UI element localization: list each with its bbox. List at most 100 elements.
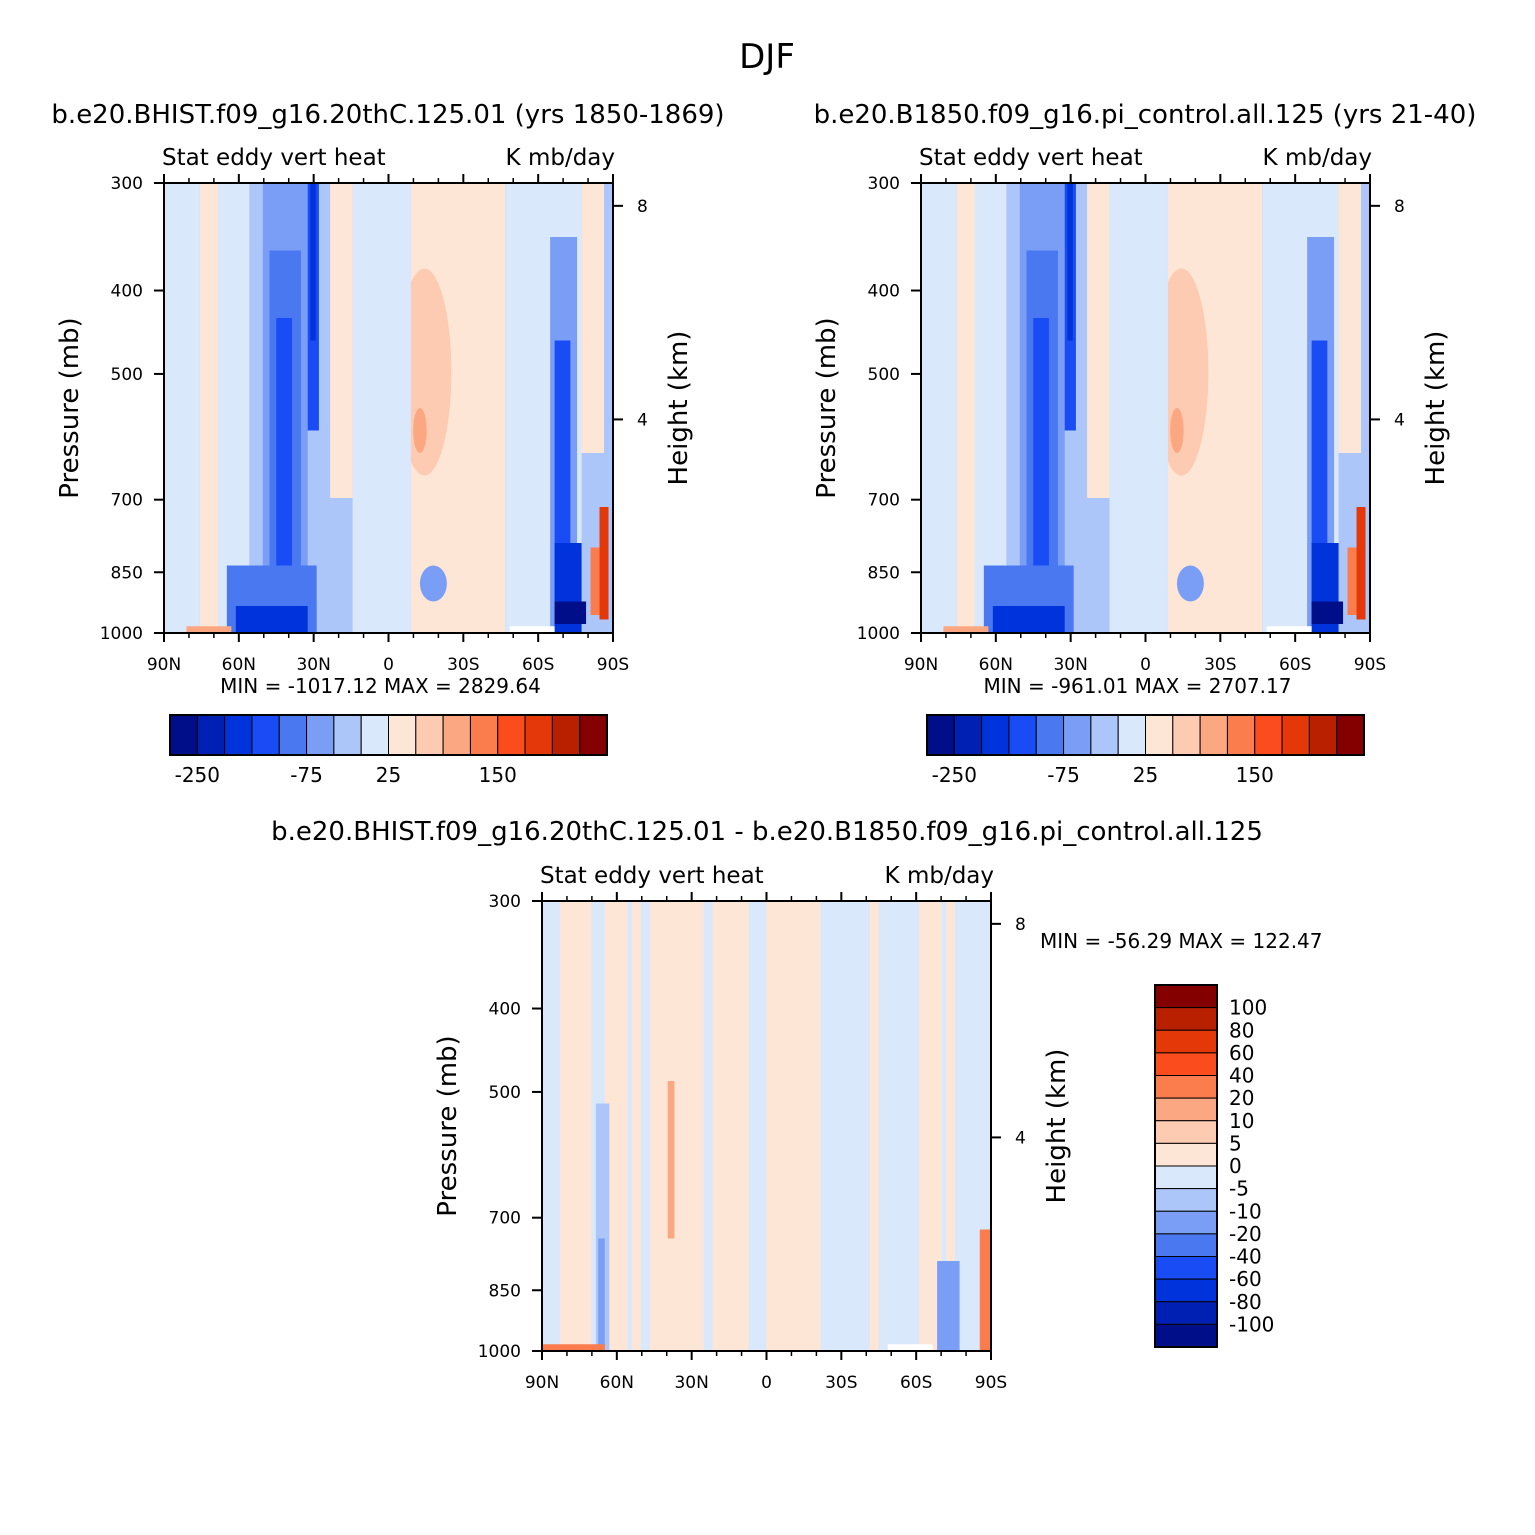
colorbar-swatch bbox=[981, 714, 1010, 756]
colorbar-label: 20 bbox=[1229, 1086, 1254, 1110]
y-tick-label: 500 bbox=[489, 1083, 521, 1103]
colorbar-swatch bbox=[1308, 714, 1338, 756]
panel-title: b.e20.BHIST.f09_g16.20thC.125.01 - b.e20… bbox=[271, 817, 1263, 847]
y-tick-label: 1000 bbox=[100, 624, 143, 644]
y-tick-label: 700 bbox=[489, 1209, 521, 1229]
band-pos bbox=[979, 1229, 991, 1351]
colorbar-swatch bbox=[1154, 1233, 1218, 1257]
colorbar-swatch bbox=[442, 714, 471, 756]
panel-control: b.e20.B1850.f09_g16.pi_control.all.125 (… bbox=[812, 100, 1476, 787]
y-tick-label: 1000 bbox=[478, 1342, 521, 1362]
colorbar-label: 80 bbox=[1229, 1018, 1254, 1042]
colorbar-frame bbox=[169, 714, 608, 756]
colorbar-swatch bbox=[497, 714, 526, 756]
colorbar-swatch bbox=[1154, 1323, 1218, 1348]
y-tick-label: 1000 bbox=[857, 624, 900, 644]
y-tick-label: 500 bbox=[111, 365, 143, 385]
colorbar-label: -75 bbox=[290, 763, 323, 787]
colorbar-swatch bbox=[1226, 714, 1256, 756]
x-tick-label: 90N bbox=[147, 655, 181, 675]
colorbar-swatch bbox=[1063, 714, 1092, 756]
colorbar-swatch bbox=[415, 714, 444, 756]
panel-title: b.e20.BHIST.f09_g16.20thC.125.01 (yrs 18… bbox=[51, 100, 724, 130]
colorbar-swatch bbox=[196, 714, 226, 756]
colorbar-label: -5 bbox=[1229, 1177, 1249, 1201]
band-neg bbox=[921, 183, 957, 633]
band-pos bbox=[1087, 183, 1110, 498]
band-neg bbox=[217, 183, 250, 633]
colorbar-swatch bbox=[1035, 714, 1065, 756]
band-pos bbox=[766, 901, 798, 1351]
x-tick-label: 30N bbox=[1053, 655, 1087, 675]
band-pos bbox=[604, 901, 628, 1351]
band-neg bbox=[164, 183, 200, 633]
colorbar-swatch bbox=[1090, 714, 1119, 756]
units-label: K mb/day bbox=[506, 145, 615, 171]
band-pos bbox=[631, 901, 641, 1351]
colorbar-swatch bbox=[1008, 714, 1037, 756]
colorbar-swatch bbox=[1336, 714, 1365, 756]
x-tick-label: 60S bbox=[1279, 655, 1311, 675]
colorbar-swatch bbox=[1154, 1120, 1218, 1144]
band-pos bbox=[199, 183, 218, 633]
min-max-label: MIN = -961.01 MAX = 2707.17 bbox=[984, 674, 1292, 698]
colorbar-swatch bbox=[1154, 1029, 1218, 1054]
band-pos bbox=[186, 626, 232, 633]
contour-field bbox=[164, 183, 613, 633]
band-pos bbox=[667, 1081, 675, 1239]
colorbar-swatch bbox=[1154, 1256, 1218, 1280]
y-right-tick-label: 8 bbox=[637, 197, 648, 217]
colorbar-swatch bbox=[579, 714, 608, 756]
y-right-tick-label: 4 bbox=[1394, 410, 1405, 430]
y-tick-label: 700 bbox=[868, 491, 900, 511]
panel-title: b.e20.B1850.f09_g16.pi_control.all.125 (… bbox=[814, 100, 1477, 130]
x-tick-label: 30N bbox=[674, 1373, 708, 1393]
x-tick-label: 0 bbox=[1140, 655, 1151, 675]
band-pos bbox=[649, 901, 704, 1351]
y-tick-label: 300 bbox=[868, 174, 900, 194]
band-neg bbox=[1176, 565, 1204, 602]
band-neg bbox=[1033, 318, 1049, 633]
colorbar-swatch bbox=[388, 714, 417, 756]
main-title: DJF bbox=[739, 37, 795, 77]
colorbar-label: -40 bbox=[1229, 1245, 1262, 1269]
colorbar-swatch bbox=[1154, 1052, 1218, 1076]
x-tick-label: 60N bbox=[979, 655, 1013, 675]
band-pos-core bbox=[397, 268, 452, 476]
colorbar-label: 0 bbox=[1229, 1154, 1242, 1178]
y-axis-label: Pressure (mb) bbox=[55, 317, 85, 498]
colorbar-label: -75 bbox=[1047, 763, 1080, 787]
colorbar-swatch bbox=[1154, 1097, 1218, 1122]
y-tick-label: 850 bbox=[868, 563, 900, 583]
band-pos bbox=[1338, 183, 1362, 453]
x-tick-label: 90S bbox=[975, 1373, 1007, 1393]
x-tick-label: 60S bbox=[900, 1373, 932, 1393]
colorbar-swatch bbox=[224, 714, 253, 756]
colorbar-label: -20 bbox=[1229, 1222, 1262, 1246]
x-tick-label: 30S bbox=[447, 655, 479, 675]
colorbar-label: 5 bbox=[1229, 1131, 1242, 1155]
band-neg bbox=[419, 565, 447, 602]
y-tick-label: 300 bbox=[111, 174, 143, 194]
colorbar-swatch bbox=[1154, 1142, 1218, 1167]
colorbar-swatch bbox=[1154, 1188, 1218, 1212]
colorbar-swatch bbox=[333, 714, 362, 756]
band-neg bbox=[310, 183, 316, 341]
colorbar-swatch bbox=[169, 714, 198, 756]
band-neg bbox=[1067, 183, 1073, 341]
band-neg bbox=[352, 183, 411, 633]
colorbar-label: -10 bbox=[1229, 1199, 1262, 1223]
x-tick-label: 90N bbox=[904, 655, 938, 675]
colorbar-swatch bbox=[1154, 1075, 1218, 1099]
colorbar-label: 10 bbox=[1229, 1109, 1254, 1133]
colorbar-label: -80 bbox=[1229, 1290, 1262, 1314]
units-label: K mb/day bbox=[885, 863, 994, 889]
colorbar-swatch bbox=[926, 714, 955, 756]
colorbar-frame bbox=[926, 714, 1365, 756]
panel-historical: b.e20.BHIST.f09_g16.20thC.125.01 (yrs 18… bbox=[51, 100, 724, 787]
colorbar-swatch bbox=[1117, 714, 1146, 756]
x-tick-label: 0 bbox=[383, 655, 394, 675]
colorbar-label: 60 bbox=[1229, 1041, 1254, 1065]
y-tick-label: 850 bbox=[111, 563, 143, 583]
